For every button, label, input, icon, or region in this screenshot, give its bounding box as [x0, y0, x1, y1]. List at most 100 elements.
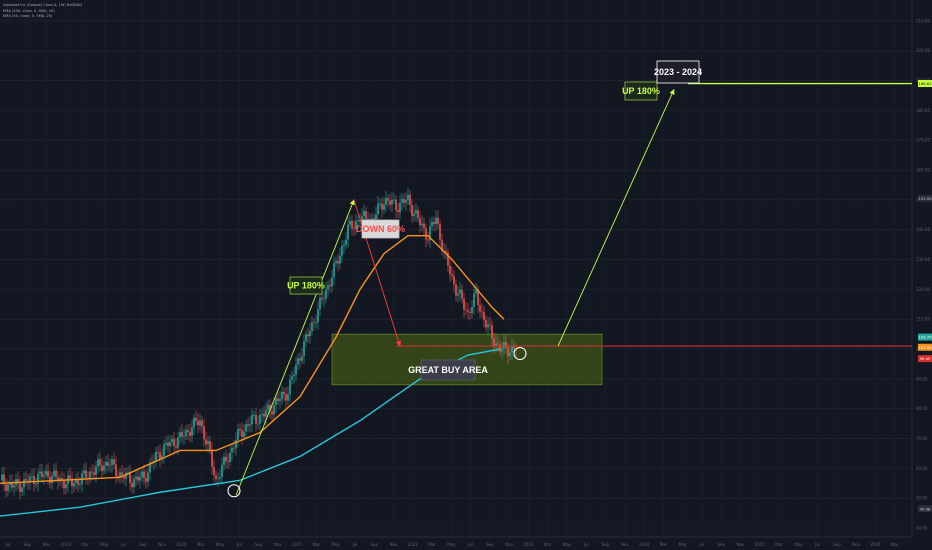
candle-body: [321, 297, 323, 300]
x-tick-label: May: [447, 542, 456, 547]
grid: 210.00200.00190.00180.00170.00160.00150.…: [0, 18, 931, 531]
x-tick-label: May: [679, 542, 688, 547]
candle-body: [37, 473, 39, 484]
candle-body: [265, 410, 267, 417]
candle-body: [161, 455, 163, 460]
candle-body: [249, 424, 251, 426]
candle-body: [501, 348, 503, 352]
label-up-left: UP 180%: [287, 276, 325, 295]
candle-body: [267, 404, 269, 411]
x-tick-label: 2019: [61, 542, 72, 547]
candle-body: [433, 221, 435, 225]
candle-body: [103, 465, 105, 472]
candle-body: [79, 484, 81, 485]
candle-body: [237, 428, 239, 440]
legend-ema-50: EMA (50, close, 0, SMA, 20): [3, 14, 53, 19]
x-tick-label: Jul: [352, 542, 358, 547]
x-tick-label: Sep: [370, 542, 378, 547]
candle-body: [279, 398, 281, 401]
candle-body: [359, 219, 361, 222]
x-tick-label: Sep: [833, 542, 841, 547]
candle-body: [297, 358, 299, 365]
candle-body: [503, 342, 505, 349]
candle-body: [41, 471, 43, 477]
candle-body: [77, 479, 79, 485]
candle-body: [207, 441, 209, 445]
candle-body: [201, 420, 203, 427]
candle-body: [243, 431, 245, 437]
candle-body: [1, 474, 3, 481]
candle-body: [473, 293, 475, 308]
candle-body: [87, 477, 89, 479]
candle-body: [113, 459, 115, 465]
candle-body: [199, 420, 201, 426]
candle-body: [247, 424, 249, 426]
x-tick-label: Jul: [814, 542, 820, 547]
candle-body: [513, 345, 515, 349]
candle-body: [421, 223, 423, 226]
candle-body: [407, 194, 409, 201]
candle-body: [25, 479, 27, 481]
candle-body: [291, 376, 293, 380]
candle-body: [347, 224, 349, 240]
candle-body: [165, 442, 167, 445]
candle-body: [317, 309, 319, 323]
candle-body: [283, 391, 285, 395]
candle-body: [377, 203, 379, 215]
candle-body: [143, 471, 145, 479]
candle-body: [351, 220, 353, 229]
x-tick-label: Sep: [486, 542, 494, 547]
candle-body: [505, 342, 507, 348]
candle-body: [427, 239, 429, 241]
candle-body: [223, 456, 225, 465]
label-down-text: DOWN 60%: [356, 224, 405, 234]
candle-body: [33, 475, 35, 485]
candle-body: [211, 449, 213, 467]
x-tick-label: May: [563, 542, 572, 547]
candle-body: [365, 211, 367, 219]
candle-body: [239, 428, 241, 431]
y-tick-label: 200.00: [916, 48, 930, 53]
x-tick-label: Nov: [274, 542, 282, 547]
y-tick-label: 120.00: [916, 287, 930, 292]
candle-body: [331, 277, 333, 287]
candle-body: [329, 285, 331, 287]
candle-body: [419, 218, 421, 226]
candle-body: [159, 452, 161, 460]
x-tick-label: 2023: [523, 542, 534, 547]
candle-body: [431, 221, 433, 227]
candle-body: [29, 476, 31, 483]
y-tick-label: 40.00: [916, 526, 928, 531]
candle-body: [313, 322, 315, 324]
candle-body: [293, 374, 295, 377]
candle-body: [93, 472, 95, 475]
candle-body: [5, 484, 7, 491]
label-up-right-text: UP 180%: [622, 86, 660, 96]
candle-body: [511, 345, 513, 353]
candle-body: [115, 464, 117, 477]
candle-body: [343, 244, 345, 247]
y-tick-label: 110.00: [916, 317, 930, 322]
candle-body: [127, 472, 129, 474]
x-tick-label: 2020: [176, 542, 187, 547]
x-tick-label: Nov: [158, 542, 166, 547]
y-tick-label: 80.00: [916, 406, 928, 411]
candle-body: [277, 398, 279, 401]
candle-body: [145, 478, 147, 482]
candle-body: [185, 429, 187, 437]
price-tag-target-bg: [918, 80, 932, 88]
candle-body: [441, 239, 443, 252]
candle-body: [137, 476, 139, 481]
label-period: 2023 - 2024: [654, 60, 702, 84]
candle-body: [183, 436, 185, 437]
legend-symbol: Alphabet Inc (Google) Class A, 1W, NASDA…: [3, 3, 83, 7]
candle-body: [39, 471, 41, 474]
x-tick-label: Nov: [852, 542, 860, 547]
candle-body: [43, 474, 45, 477]
label-period-text: 2023 - 2024: [654, 67, 702, 77]
candle-body: [251, 414, 253, 425]
label-period-box: [656, 60, 700, 84]
candle-body: [53, 470, 55, 476]
